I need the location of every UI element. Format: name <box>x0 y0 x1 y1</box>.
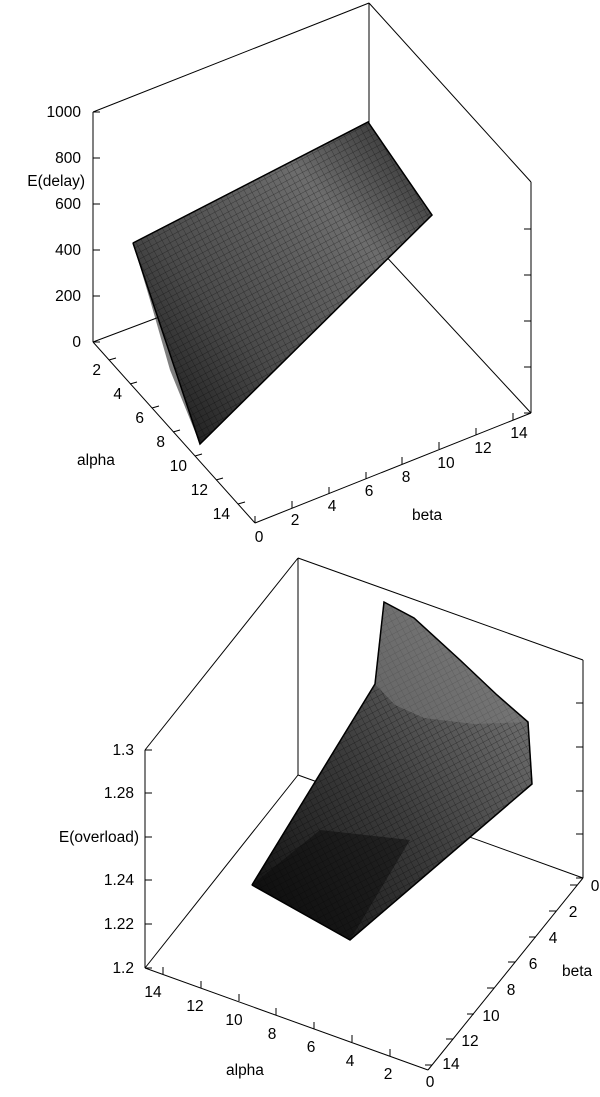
chart-overload-z-tick: 1.24 <box>104 872 135 889</box>
chart-delay-alpha-tick: 10 <box>170 458 188 475</box>
chart-overload-alpha-tick: 8 <box>268 1026 277 1043</box>
chart-delay-beta-tick: 14 <box>510 425 528 442</box>
chart-delay-z-tick: 400 <box>55 242 81 259</box>
chart-overload-z-tick: 1.28 <box>104 785 134 802</box>
chart-overload-beta-tick: 2 <box>569 904 578 921</box>
chart-overload-beta-tick: 12 <box>461 1033 478 1050</box>
chart-delay-surface <box>132 121 433 446</box>
chart-overload-beta-tick: 14 <box>442 1056 460 1073</box>
chart-delay-alpha-tick: 2 <box>92 362 101 379</box>
chart-delay-alpha-tick: 14 <box>213 506 231 523</box>
chart-overload-z-label: E(overload) <box>59 829 139 846</box>
chart-delay-alpha-tick: 4 <box>113 386 122 403</box>
chart-overload-beta-tick: 8 <box>507 982 516 999</box>
chart-overload-alpha-tick: 6 <box>307 1039 316 1056</box>
chart-overload-alpha-tick: 12 <box>186 998 203 1015</box>
chart-delay-beta-ticks: 0 2 4 6 8 10 12 14 <box>254 413 528 546</box>
chart-delay-z-label: E(delay) <box>27 173 85 190</box>
chart-overload-alpha-ticks: 14 12 10 8 6 4 2 <box>144 967 392 1083</box>
chart-delay-alpha-tick: 8 <box>156 434 165 451</box>
chart-delay-beta-tick: 4 <box>328 498 337 515</box>
chart-overload-beta-tick: 4 <box>549 930 558 947</box>
chart-delay-alpha-tick: 6 <box>135 410 144 427</box>
chart-overload-alpha-tick: 10 <box>225 1012 243 1029</box>
chart-delay-beta-tick: 12 <box>474 440 491 457</box>
chart-overload-z-tick: 1.3 <box>112 742 134 759</box>
chart-overload-alpha-label: alpha <box>226 1062 264 1079</box>
chart-delay-z-tick: 0 <box>72 334 81 351</box>
chart-delay-alpha-label: alpha <box>77 452 115 469</box>
chart-overload-beta-label: beta <box>562 963 593 980</box>
chart-overload-beta-ticks: 0 2 4 6 8 10 12 14 0 <box>425 878 600 1091</box>
chart-delay-beta-tick: 2 <box>291 512 300 529</box>
chart-delay-beta-tick: 8 <box>402 469 411 486</box>
chart-overload-beta-tick: 0 <box>591 878 600 895</box>
chart-overload-surface <box>251 600 533 941</box>
chart-delay-z-tick: 1000 <box>47 104 82 121</box>
chart-delay-beta-tick: 10 <box>437 455 455 472</box>
chart-overload-z-tick: 1.22 <box>104 916 134 933</box>
chart-delay-beta-label: beta <box>412 507 443 524</box>
chart-delay: 0 200 400 600 800 1000 E(delay) 2 4 6 8 … <box>27 2 532 546</box>
chart-overload-alpha-tick: 2 <box>384 1066 393 1083</box>
chart-overload-beta-tick: 6 <box>529 956 538 973</box>
chart-delay-beta-tick: 0 <box>255 529 264 546</box>
chart-delay-alpha-tick: 12 <box>191 482 208 499</box>
chart-delay-z-tick: 200 <box>55 288 81 305</box>
chart-overload-alpha-tick: 14 <box>144 984 162 1001</box>
chart-overload-alpha-end-tick: 0 <box>426 1074 435 1091</box>
chart-delay-alpha-ticks: 2 4 6 8 10 12 14 <box>92 357 246 523</box>
chart-delay-z-tick: 600 <box>55 196 81 213</box>
chart-overload-alpha-tick: 4 <box>346 1053 355 1070</box>
chart-overload-beta-tick: 10 <box>482 1008 500 1025</box>
chart-overload: 1.2 1.22 1.24 1.28 1.3 E(overload) 14 12… <box>59 557 600 1091</box>
chart-delay-z-tick: 800 <box>55 150 81 167</box>
chart-overload-z-tick: 1.2 <box>112 960 134 977</box>
chart-delay-beta-tick: 6 <box>365 483 374 500</box>
chart-delay-z-ticks: 0 200 400 600 800 1000 <box>47 104 531 414</box>
chart-overload-z-ticks: 1.2 1.22 1.24 1.28 1.3 <box>104 702 583 977</box>
